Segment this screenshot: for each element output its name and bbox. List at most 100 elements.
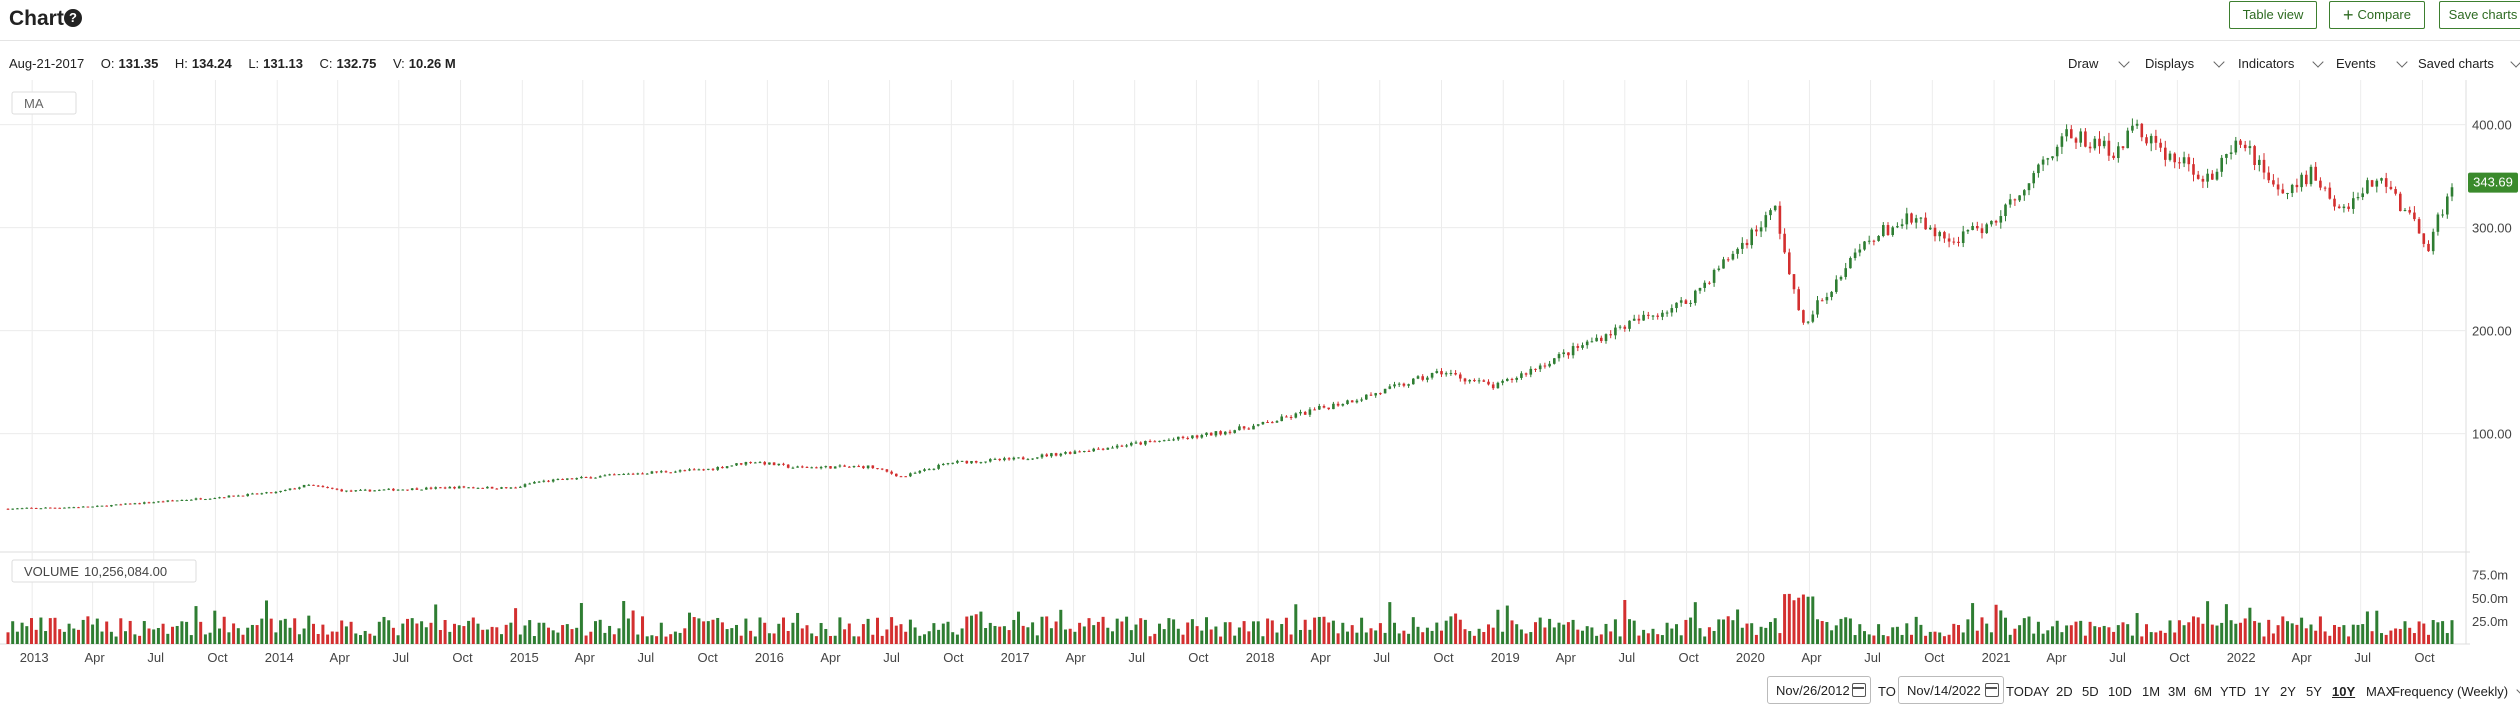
candle-body (674, 471, 677, 473)
saved-charts-menu[interactable]: Saved charts (2418, 56, 2520, 71)
volume-bar (923, 634, 926, 644)
candle-body (1684, 300, 1688, 304)
volume-bar (1910, 634, 1913, 644)
compare-button[interactable]: + Compare (2329, 1, 2425, 29)
candle-body (321, 486, 325, 488)
candle-body (100, 505, 104, 507)
volume-bar (692, 617, 696, 644)
candle-body (1186, 437, 1189, 439)
candle-body (49, 507, 52, 509)
candle-body (504, 487, 508, 489)
volume-bar (2342, 625, 2346, 644)
volume-bar (1233, 635, 1237, 644)
range-1m[interactable]: 1M (2142, 684, 2161, 699)
displays-menu[interactable]: Displays (2145, 56, 2225, 71)
candle-body (204, 499, 207, 501)
volume-bar (114, 636, 118, 644)
volume-bar (2182, 625, 2186, 644)
candle-body (1021, 457, 1025, 460)
volume-bar (1237, 627, 1241, 644)
volume-bar (1736, 609, 1740, 644)
volume-bar (2112, 631, 2116, 644)
candle-body (1416, 376, 1420, 379)
candle-body (1083, 451, 1086, 453)
candle-body (1106, 447, 1110, 450)
x-tick-label: Jul (1128, 650, 1145, 665)
range-5d[interactable]: 5D (2082, 684, 2099, 699)
range-6m[interactable]: 6M (2194, 684, 2213, 699)
calendar-icon[interactable] (1852, 683, 1866, 697)
volume-bar (1994, 604, 1998, 644)
volume-bar (988, 622, 992, 644)
candle-body (143, 502, 146, 504)
volume-bar (1252, 621, 1255, 644)
volume-bar (847, 623, 851, 644)
candle-body (293, 488, 296, 490)
candle-body (1797, 289, 1800, 311)
range-1y[interactable]: 1Y (2254, 684, 2270, 699)
volume-bar (514, 608, 518, 644)
candle-body (815, 467, 818, 469)
candle-body (1759, 227, 1763, 232)
range-2y[interactable]: 2Y (2280, 684, 2296, 699)
volume-bar (2008, 634, 2012, 644)
range-ytd[interactable]: YTD (2220, 684, 2246, 699)
price-chart[interactable]: 100.00 200.00 300.00 400.00 25.0m 50.0m 75.0m… (0, 80, 2520, 670)
candle-body (138, 503, 141, 505)
range-10y[interactable]: 10Y (2332, 684, 2356, 699)
candle-body (1153, 441, 1157, 443)
range-5y[interactable]: 5Y (2306, 684, 2322, 699)
candle-body (1755, 229, 1758, 232)
range-3m[interactable]: 3M (2168, 684, 2187, 699)
volume-bar (1971, 603, 1975, 644)
range-max[interactable]: MAX (2366, 684, 2395, 699)
volume-bar (1571, 619, 1575, 644)
save-chart-button[interactable]: Save charts (2439, 1, 2520, 29)
volume-bar (156, 627, 160, 644)
candle-body (2032, 173, 2035, 184)
candle-body (1703, 282, 1706, 288)
volume-bar (30, 618, 33, 644)
candle-body (584, 477, 588, 479)
events-menu[interactable]: Events (2336, 56, 2408, 71)
volume-bar (382, 616, 386, 644)
calendar-icon[interactable] (1985, 683, 1999, 697)
candle-body (650, 471, 654, 474)
candle-body (1985, 224, 1988, 234)
range-2d[interactable]: 2D (2056, 684, 2073, 699)
volume-bar (1961, 632, 1965, 644)
candle-body (1698, 287, 1702, 291)
candle-body (1468, 379, 1471, 382)
help-icon[interactable]: ? (64, 9, 82, 27)
range-10d[interactable]: 10D (2108, 684, 2132, 699)
from-date-field[interactable]: Nov/26/2012 (1767, 676, 1871, 704)
range-today[interactable]: TODAY (2006, 684, 2050, 699)
volume-bar (377, 621, 381, 644)
draw-menu[interactable]: Draw (2068, 56, 2130, 71)
volume-bar (993, 625, 997, 644)
volume-bar (2281, 616, 2285, 644)
to-date-field[interactable]: Nov/14/2022 (1898, 676, 2004, 704)
volume-bar (636, 634, 640, 644)
volume-bar (810, 633, 814, 644)
volume-bar (1863, 631, 1866, 644)
candle-body (871, 465, 875, 469)
volume-bar (683, 628, 687, 644)
x-tick-label: Apr (84, 650, 105, 665)
volume-bar (1590, 627, 1594, 644)
candle-body (1830, 291, 1833, 297)
volume-bar (1754, 634, 1758, 644)
table-view-button[interactable]: Table view (2229, 1, 2317, 29)
candle-body (617, 474, 621, 476)
volume-bar (260, 618, 264, 644)
volume-bar (833, 635, 837, 644)
candle-body (1327, 407, 1330, 410)
frequency-select[interactable]: Frequency (Weekly) (2392, 684, 2520, 699)
candle-body (2065, 129, 2068, 137)
ma-legend[interactable]: MA (11, 91, 77, 115)
candle-body (2413, 212, 2416, 220)
indicators-menu[interactable]: Indicators (2238, 56, 2324, 71)
candle-body (2403, 210, 2407, 212)
volume-bar (1383, 632, 1387, 644)
x-tick-label: Oct (2169, 650, 2190, 665)
